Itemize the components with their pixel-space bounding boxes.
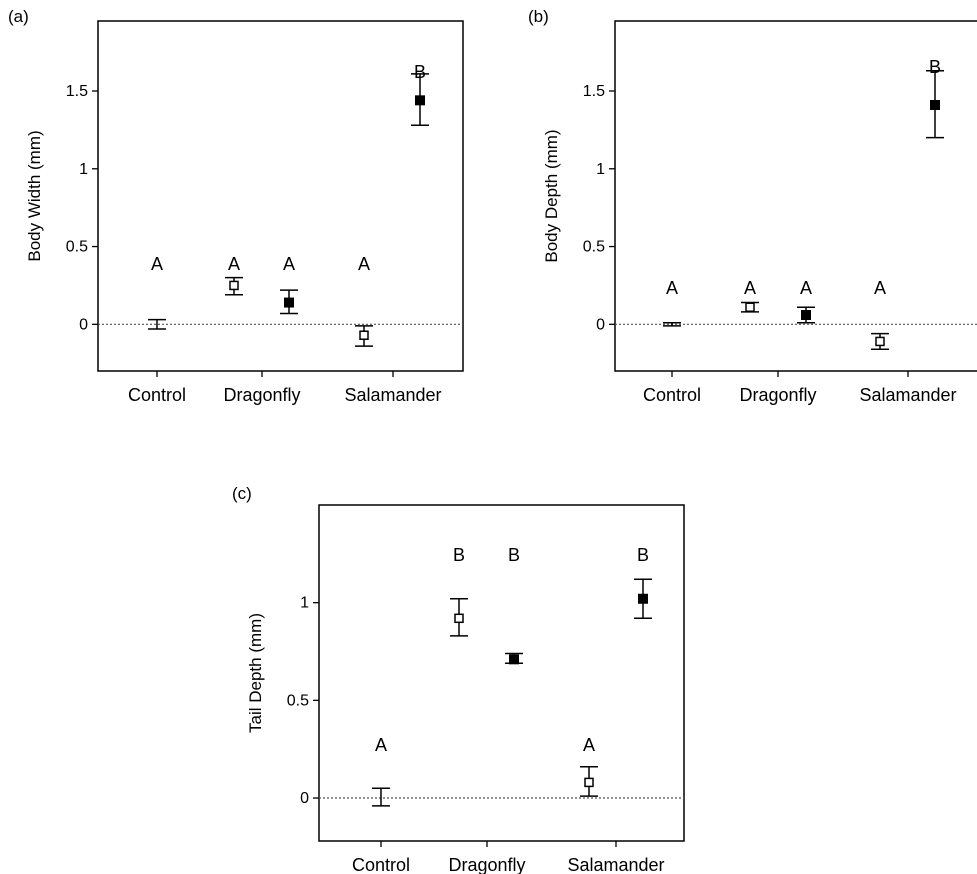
y-axis-title: Body Depth (mm)	[542, 129, 561, 262]
filled-square-marker	[930, 100, 940, 110]
significance-letter: A	[283, 254, 295, 274]
filled-square-marker	[801, 310, 811, 320]
data-point-control-none: A	[372, 735, 390, 807]
open-square-marker	[454, 613, 464, 624]
significance-letter: B	[453, 545, 465, 565]
filled-square-marker	[415, 95, 425, 106]
plot-frame	[614, 20, 977, 372]
x-category-label: Salamander	[344, 385, 441, 405]
significance-letter: A	[666, 278, 678, 298]
data-point-dragonfly-open: B	[450, 545, 468, 637]
significance-letter: A	[228, 254, 240, 274]
data-point-salamander-open: A	[355, 254, 373, 347]
x-category-label: Dragonfly	[223, 385, 300, 405]
data-point-dragonfly-filled: A	[797, 278, 815, 324]
data-point-dragonfly-filled: A	[280, 254, 298, 315]
data-point-control-none: A	[148, 254, 166, 330]
open-square-marker	[359, 330, 369, 340]
panel-c: (c) 0 0.5 1 Control Dragonfly Salamander Tail D…	[232, 484, 685, 874]
data-point-salamander-filled: B	[634, 545, 652, 620]
y-tick-label: 0.5	[583, 239, 605, 256]
panel-b: (b) 0 0.5 1 1.5 Control Dragonfly Salamander Bod…	[528, 7, 977, 405]
y-tick-label: 0	[300, 790, 309, 807]
open-square-marker	[875, 336, 885, 347]
y-tick-label: 0.5	[287, 692, 309, 709]
open-square-marker	[745, 302, 755, 312]
significance-letter: A	[583, 735, 595, 755]
data-point-dragonfly-open: A	[741, 278, 759, 313]
y-tick-label: 1	[300, 595, 309, 612]
data-point-dragonfly-open: A	[225, 254, 243, 296]
significance-letter: A	[375, 735, 387, 755]
y-tick-label: 1	[596, 161, 605, 178]
data-point-dragonfly-filled: B	[505, 545, 523, 665]
data-point-salamander-filled: B	[411, 62, 429, 126]
y-tick-label: 1	[79, 161, 88, 178]
filled-square-marker	[638, 593, 648, 604]
y-tick-label: 1.5	[583, 83, 605, 100]
significance-letter: A	[874, 278, 886, 298]
y-tick-label: 1.5	[66, 83, 88, 100]
plot-frame	[318, 504, 685, 842]
y-axis-title: Body Width (mm)	[25, 130, 44, 261]
data-point-salamander-open: A	[580, 735, 598, 797]
plot-frame	[97, 20, 464, 372]
x-category-label: Salamander	[567, 855, 664, 874]
open-square-marker	[584, 777, 594, 788]
x-category-label: Dragonfly	[448, 855, 525, 874]
filled-square-marker	[284, 297, 294, 308]
significance-letter: A	[800, 278, 812, 298]
x-category-label: Control	[128, 385, 186, 405]
data-point-salamander-filled: B	[926, 57, 944, 139]
x-category-label: Control	[352, 855, 410, 874]
open-square-marker	[229, 280, 239, 291]
y-tick-label: 0.5	[66, 239, 88, 256]
data-point-control-none: A	[663, 278, 681, 327]
filled-square-marker	[509, 654, 519, 665]
significance-letter: B	[637, 545, 649, 565]
significance-letter: B	[929, 57, 941, 77]
significance-letter: B	[414, 62, 426, 82]
x-category-label: Control	[643, 385, 701, 405]
data-point-salamander-open: A	[871, 278, 889, 350]
y-tick-label: 0	[79, 316, 88, 333]
panel-a: (a) 0 0.5 1 1.5 Control Dragonfly Salamander Bod…	[8, 7, 464, 405]
x-category-label: Salamander	[859, 385, 956, 405]
significance-letter: A	[358, 254, 370, 274]
y-tick-label: 0	[596, 316, 605, 333]
significance-letter: A	[151, 254, 163, 274]
panel-label: (b)	[528, 7, 549, 26]
panel-label: (c)	[232, 484, 252, 503]
panel-label: (a)	[8, 7, 29, 26]
x-category-label: Dragonfly	[739, 385, 816, 405]
significance-letter: B	[508, 545, 520, 565]
y-axis-title: Tail Depth (mm)	[246, 613, 265, 733]
significance-letter: A	[744, 278, 756, 298]
